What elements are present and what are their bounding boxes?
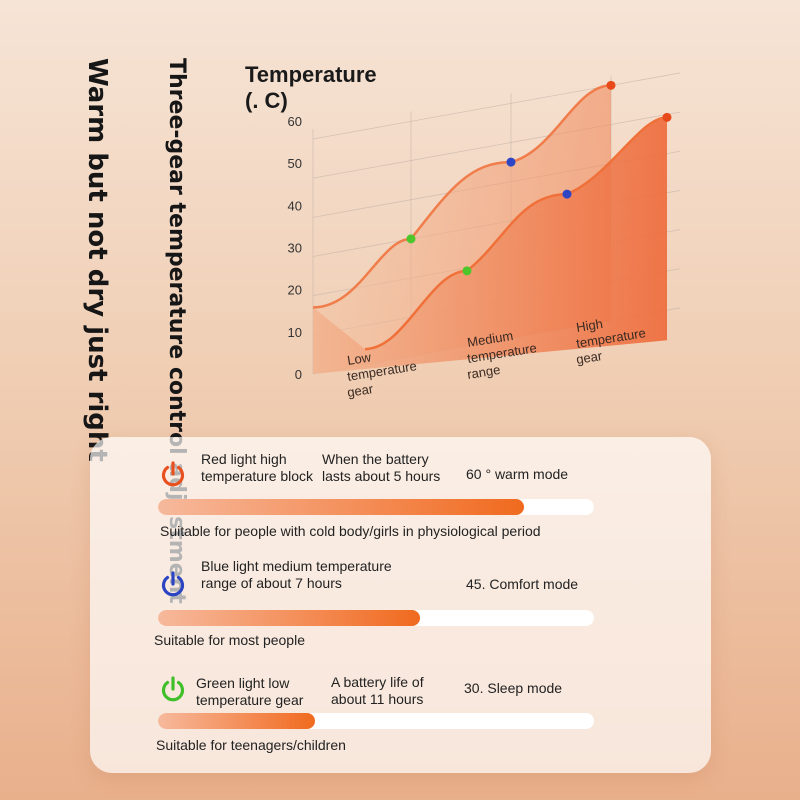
y-tick-label: 40: [288, 198, 302, 213]
data-point: [562, 189, 572, 199]
power-icon: [158, 569, 188, 599]
data-point: [406, 234, 416, 244]
y-tick-label: 10: [288, 325, 302, 340]
level-bar-warm: [158, 499, 594, 515]
level-fill-warm: [158, 499, 525, 515]
level-bar-comfort: [158, 610, 594, 626]
mode-sleep-label: 30. Sleep mode: [464, 680, 563, 696]
x-category-label: gear: [346, 381, 375, 400]
mode-warm-battery: When the battery lasts about 5 hours: [322, 451, 441, 484]
mode-warm-desc: Red light high temperature block: [201, 451, 314, 484]
mode-warm-label: 60 ° warm mode: [466, 466, 569, 482]
data-point: [662, 112, 672, 122]
y-tick-label: 20: [288, 283, 302, 298]
data-point: [506, 157, 516, 167]
y-tick-label: 0: [295, 367, 302, 382]
chart-title-line1: Temperature: [245, 62, 377, 87]
mode-comfort-label: 45. Comfort mode: [466, 576, 579, 592]
y-tick-label: 30: [288, 241, 302, 256]
level-bar-sleep: [158, 713, 594, 729]
series-line-front: [364, 116, 668, 351]
grid-line: [312, 111, 681, 179]
mode-sleep-battery: A battery life of about 11 hours: [331, 674, 424, 707]
mode-comfort-desc: Blue light medium temperature range of ab…: [201, 558, 392, 591]
x-category-label: High: [575, 316, 604, 335]
x-category-label: Low: [346, 349, 373, 368]
level-fill-comfort: [158, 610, 420, 626]
data-point: [606, 80, 616, 90]
power-icon: [158, 459, 188, 489]
level-fill-sleep: [158, 713, 315, 729]
data-point: [462, 266, 472, 276]
mode-sleep-desc: Green light low temperature gear: [196, 675, 304, 708]
y-tick-label: 60: [288, 114, 302, 129]
y-tick-label: 50: [288, 156, 302, 171]
tagline-vertical: Warm but not dry just right: [82, 58, 113, 462]
area-front: [313, 117, 667, 375]
grid-line: [312, 72, 681, 140]
suitable-warm: Suitable for people with cold body/girls…: [160, 523, 541, 539]
series-line-back: [312, 84, 612, 309]
x-category-label: range: [466, 362, 501, 382]
suitable-sleep: Suitable for teenagers/children: [156, 737, 346, 753]
chart-title-line2: (. C): [245, 88, 288, 113]
power-icon: [158, 674, 188, 704]
x-category-label: Medium: [466, 328, 514, 350]
modes-panel: Red light high temperature block When the…: [90, 437, 711, 773]
suitable-comfort: Suitable for most people: [154, 632, 305, 648]
x-category-label: gear: [575, 348, 604, 367]
